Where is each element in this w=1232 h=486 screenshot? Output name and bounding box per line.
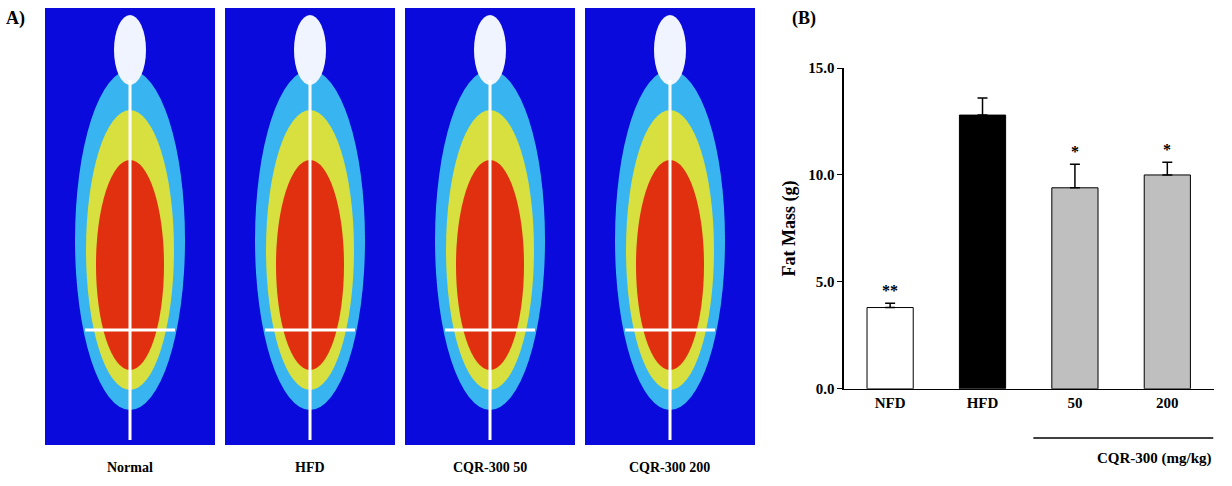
svg-text:**: ** xyxy=(882,282,898,299)
svg-text:50: 50 xyxy=(1067,395,1082,411)
svg-text:Fat Mass (g): Fat Mass (g) xyxy=(779,180,800,276)
svg-text:HFD: HFD xyxy=(967,395,999,411)
svg-text:*: * xyxy=(1163,141,1171,158)
svg-text:10.0: 10.0 xyxy=(808,167,834,183)
svg-text:5.0: 5.0 xyxy=(816,274,835,290)
svg-text:0.0: 0.0 xyxy=(816,381,835,397)
svg-text:CQR-300 200: CQR-300 200 xyxy=(629,460,710,475)
svg-text:NFD: NFD xyxy=(875,395,906,411)
svg-text:15.0: 15.0 xyxy=(808,60,834,76)
svg-text:200: 200 xyxy=(1156,395,1179,411)
svg-text:*: * xyxy=(1071,143,1079,160)
svg-text:A): A) xyxy=(6,8,25,29)
svg-text:CQR-300 (mg/kg): CQR-300 (mg/kg) xyxy=(1097,450,1212,467)
svg-text:Normal: Normal xyxy=(107,460,153,475)
svg-text:(B): (B) xyxy=(792,8,816,29)
svg-text:CQR-300 50: CQR-300 50 xyxy=(453,460,527,475)
svg-text:HFD: HFD xyxy=(295,460,325,475)
